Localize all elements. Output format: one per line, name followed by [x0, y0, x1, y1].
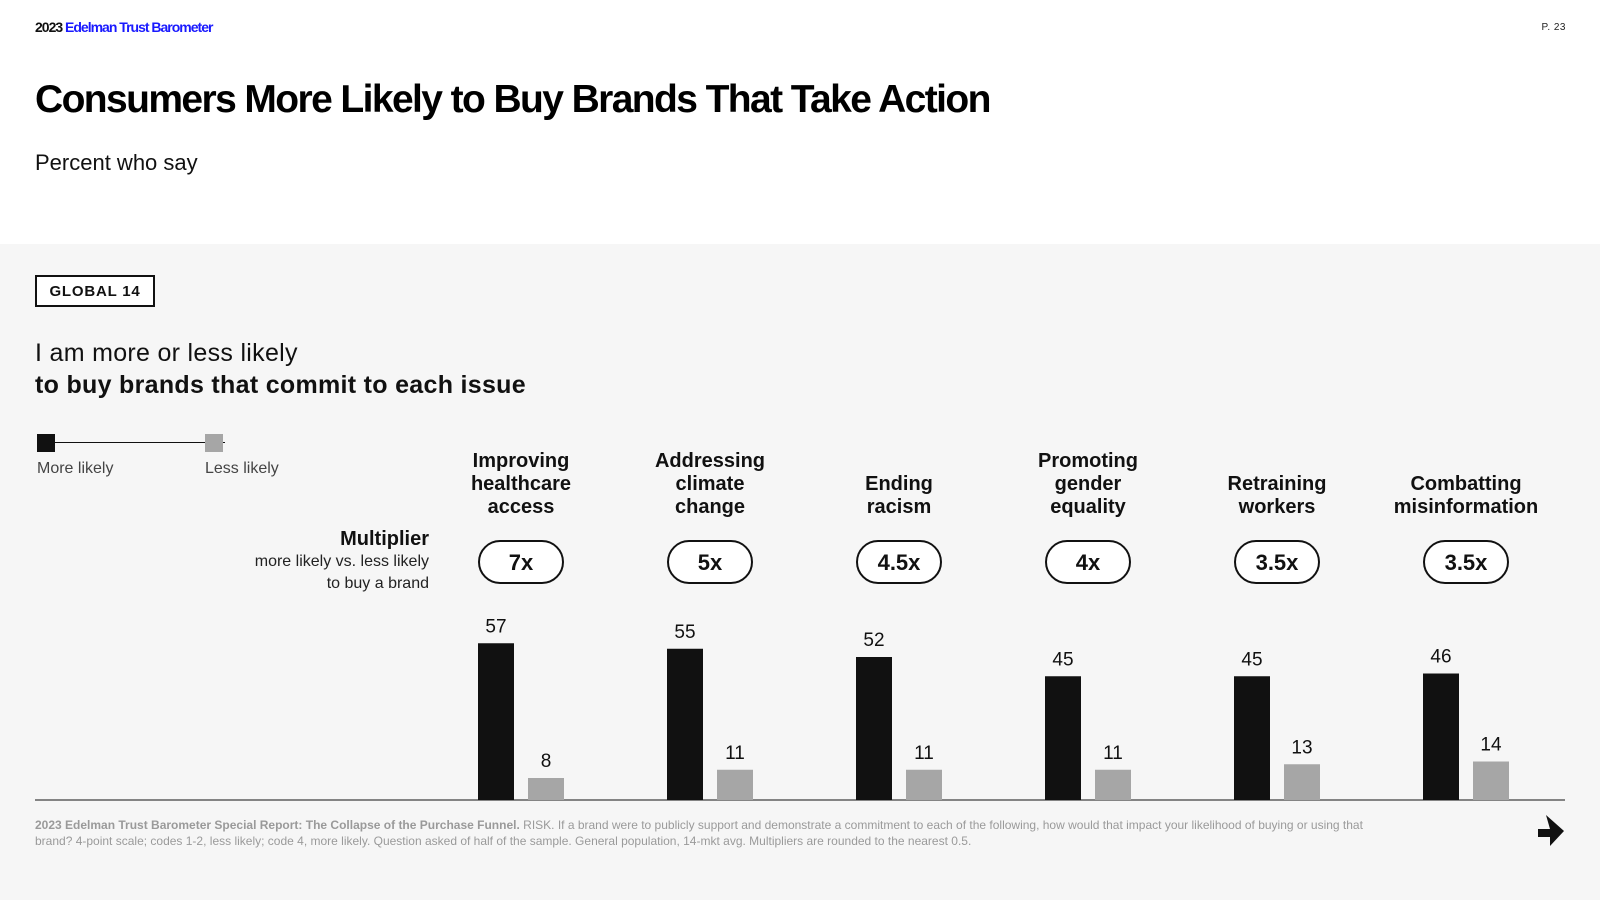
bar-less-likely	[1095, 769, 1131, 800]
multiplier-value: 3.5x	[1256, 550, 1300, 575]
bar-more-likely	[1045, 676, 1081, 800]
category-label: Combatting	[1410, 473, 1521, 495]
category-label: Improving	[473, 450, 570, 472]
legend-swatch-more	[37, 434, 55, 452]
bar-less-likely	[717, 769, 753, 800]
legend-label-less: Less likely	[205, 460, 279, 477]
category-label: racism	[867, 496, 932, 518]
page-subtitle: Percent who say	[35, 150, 198, 175]
brand-wordmark: 2023 Edelman Trust Barometer	[35, 19, 213, 35]
multiplier-pill	[856, 540, 942, 584]
multiplier-pill	[1045, 540, 1131, 584]
data-label: 14	[1480, 735, 1502, 756]
category-label: access	[488, 496, 555, 518]
bar-less-likely	[1284, 764, 1320, 800]
next-arrow-icon[interactable]	[1533, 813, 1567, 847]
bar-more-likely	[856, 657, 892, 800]
data-label: 46	[1430, 647, 1451, 668]
multiplier-pill	[478, 540, 564, 584]
chart-legend: More likely Less likely	[35, 433, 295, 483]
multiplier-value: 4.5x	[878, 550, 922, 575]
chart-panel	[0, 244, 1600, 900]
data-label: 11	[914, 743, 934, 764]
bar-more-likely	[1234, 676, 1270, 800]
footnote-text: RISK. If a brand were to publicly suppor…	[35, 818, 1363, 848]
category-label: Addressing	[655, 450, 765, 472]
multiplier-value: 4x	[1076, 550, 1101, 575]
multiplier-subtitle: more likely vs. less likely to buy a bra…	[254, 553, 429, 592]
footnote: 2023 Edelman Trust Barometer Special Rep…	[35, 817, 1395, 849]
bar-less-likely	[1473, 761, 1509, 800]
bar-more-likely	[1423, 673, 1459, 800]
page-title: Consumers More Likely to Buy Brands That…	[35, 78, 991, 121]
multiplier-pill	[1423, 540, 1509, 584]
data-label: 45	[1052, 649, 1073, 670]
multiplier-label: Multiplier more likely vs. less likely t…	[249, 527, 429, 595]
brand-year: 2023	[35, 19, 63, 35]
category-label: gender	[1055, 473, 1122, 495]
category-label: Ending	[865, 473, 933, 495]
question-line-1: I am more or less likely	[35, 339, 298, 367]
page-number: P. 23	[1541, 22, 1566, 33]
category-label: change	[675, 496, 745, 518]
legend-swatch-less	[205, 434, 223, 452]
data-label: 8	[541, 751, 552, 772]
category-label: climate	[676, 473, 745, 495]
data-label: 55	[674, 622, 695, 643]
data-label: 11	[1103, 743, 1123, 764]
bar-more-likely	[667, 648, 703, 800]
category-label: healthcare	[471, 473, 571, 495]
bar-more-likely	[478, 643, 514, 800]
multiplier-title: Multiplier	[340, 528, 429, 550]
data-label: 52	[863, 630, 884, 651]
bar-less-likely	[906, 769, 942, 800]
footnote-source: 2023 Edelman Trust Barometer Special Rep…	[35, 818, 520, 832]
data-label: 45	[1241, 649, 1262, 670]
multiplier-value: 7x	[509, 550, 534, 575]
category-label: misinformation	[1394, 496, 1538, 518]
multiplier-pill	[1234, 540, 1320, 584]
bar-less-likely	[528, 778, 564, 800]
category-label: workers	[1238, 496, 1316, 518]
category-label: Retraining	[1228, 473, 1327, 495]
question-text: I am more or less likely to buy brands t…	[35, 337, 526, 401]
data-label: 13	[1291, 737, 1312, 758]
multiplier-value: 5x	[698, 550, 723, 575]
multiplier-value: 3.5x	[1445, 550, 1489, 575]
region-badge: GLOBAL 14	[35, 275, 155, 307]
multiplier-pill	[667, 540, 753, 584]
category-label: Promoting	[1038, 450, 1138, 472]
data-label: 57	[485, 616, 506, 637]
legend-connector	[53, 442, 225, 443]
legend-label-more: More likely	[37, 460, 114, 477]
category-label: equality	[1050, 496, 1126, 518]
data-label: 11	[725, 743, 745, 764]
brand-name: Edelman Trust Barometer	[65, 19, 213, 35]
question-line-2: to buy brands that commit to each issue	[35, 371, 526, 399]
